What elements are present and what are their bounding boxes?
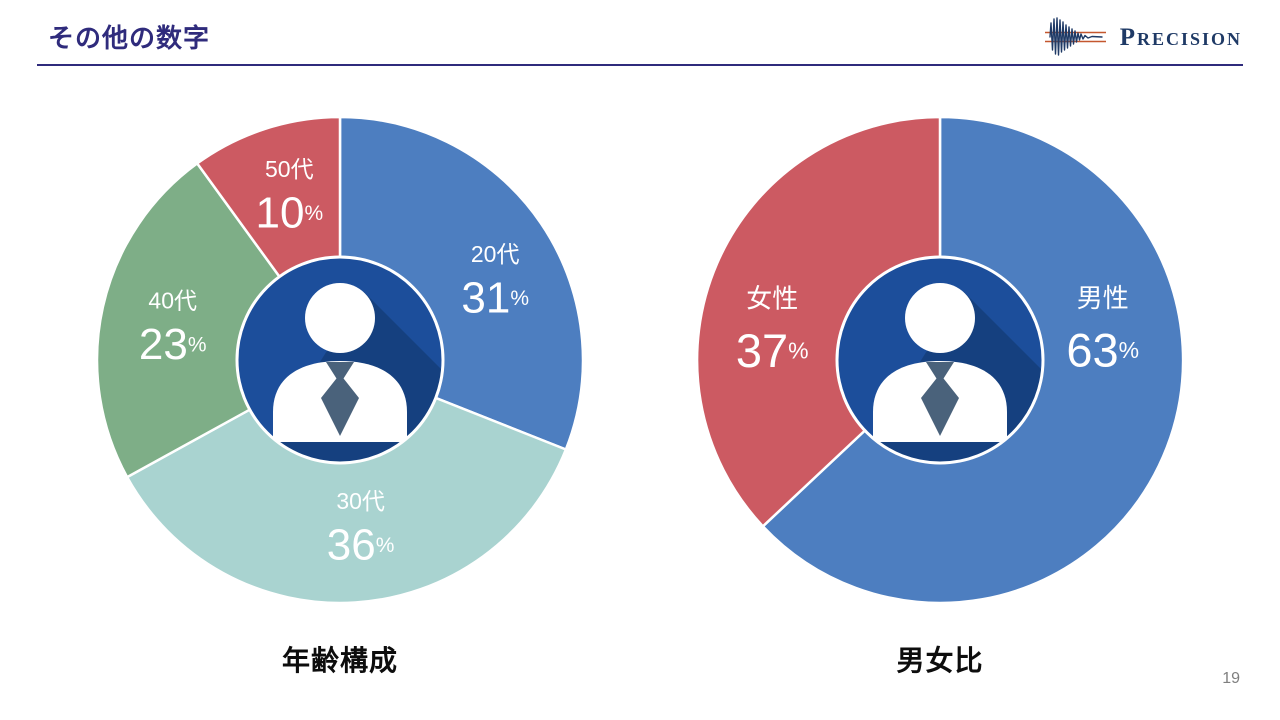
- slice-label: 20代: [471, 241, 520, 267]
- chart-caption-age: 年齢構成: [281, 645, 398, 676]
- seismic-waveform-icon: [1044, 17, 1106, 56]
- tie-knot: [926, 362, 954, 384]
- tie-blade: [921, 374, 959, 436]
- title-divider: [37, 64, 1243, 66]
- person-head: [305, 283, 375, 353]
- page-number: 19: [1222, 670, 1240, 687]
- slice-label: 30代: [336, 488, 385, 514]
- pie-slice: [125, 358, 568, 605]
- tie-knot: [326, 362, 354, 384]
- person-head: [905, 283, 975, 353]
- pie-slice: [95, 162, 342, 479]
- logo-text: Precision: [1119, 23, 1242, 51]
- person-icon: [835, 255, 1045, 465]
- precision-logo: Precision: [1044, 16, 1242, 58]
- age-composition-chart: 20代 31% 30代 36% 40代 23% 50代 10% 年齢構成: [95, 115, 585, 679]
- slice-label: 男性: [1077, 283, 1129, 313]
- person-icon: [235, 255, 445, 465]
- slice-label: 50代: [265, 156, 314, 182]
- page-title: その他の数字: [48, 23, 211, 53]
- tie-blade: [321, 374, 359, 436]
- slice-label: 40代: [148, 287, 197, 313]
- slice-label: 女性: [746, 284, 798, 314]
- chart-caption-gender: 男女比: [896, 645, 984, 676]
- gender-ratio-chart: 男性 63% 女性 37% 男女比: [695, 115, 1185, 679]
- pie-slice: [695, 115, 942, 528]
